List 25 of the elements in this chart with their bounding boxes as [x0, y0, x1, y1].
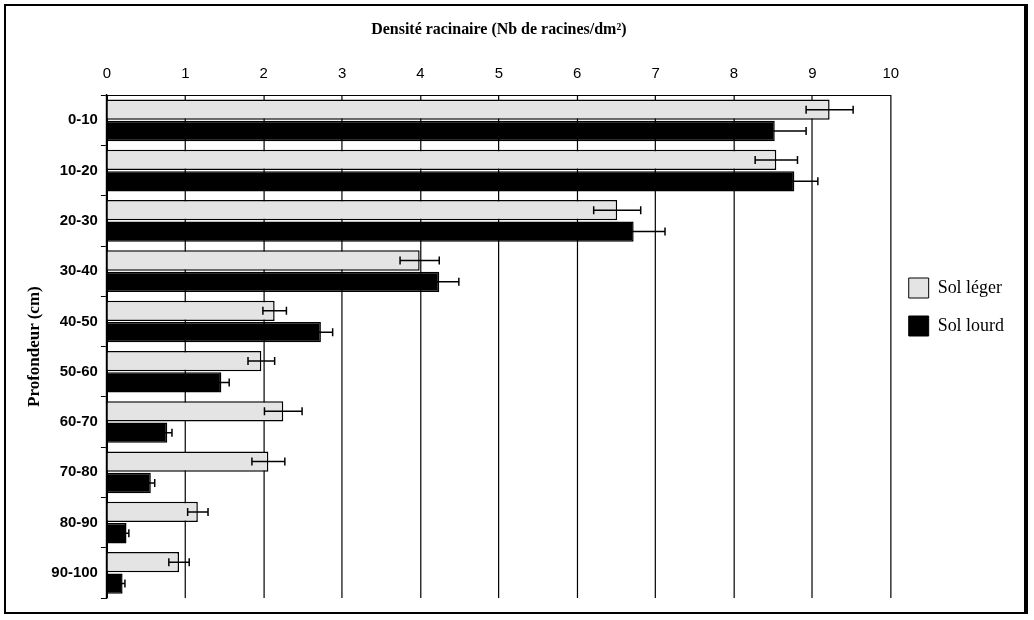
legend-label: Sol léger	[937, 276, 1002, 297]
legend-label: Sol lourd	[937, 314, 1004, 335]
y-tick-label: 10-20	[59, 160, 98, 178]
x-tick-label: 6	[573, 64, 582, 82]
y-tick-label: 90-100	[51, 562, 98, 580]
x-tick-label: 2	[259, 64, 268, 82]
y-tick-label: 0-10	[67, 110, 98, 128]
x-tick-label: 7	[651, 64, 660, 82]
x-tick-label: 10	[882, 64, 900, 82]
x-tick-label: 9	[808, 64, 817, 82]
x-tick-label: 1	[181, 64, 190, 82]
x-tick-label: 8	[729, 64, 739, 82]
y-tick-label: 80-90	[59, 512, 98, 530]
y-tick-label: 70-80	[59, 462, 98, 480]
x-axis-title: Densité racinaire (Nb de racines/dm²)	[371, 19, 627, 38]
y-tick-label: 20-30	[59, 211, 98, 229]
x-tick-label: 4	[416, 64, 425, 82]
y-tick-label: 40-50	[59, 311, 98, 329]
x-tick-label: 3	[337, 64, 347, 82]
x-tick-label: 0	[102, 64, 112, 82]
y-tick-label: 60-70	[59, 412, 98, 430]
x-tick-label: 5	[494, 64, 503, 82]
y-tick-label: 50-60	[59, 361, 98, 379]
y-axis-title: Profondeur (cm)	[23, 286, 43, 407]
y-tick-label: 30-40	[59, 261, 98, 279]
